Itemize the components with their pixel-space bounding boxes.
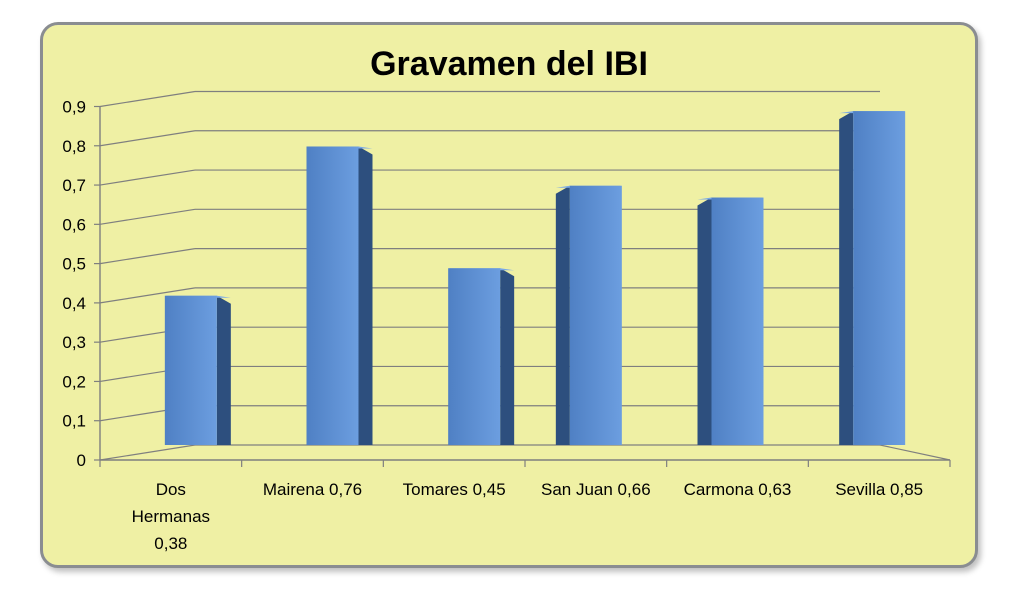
bar-front-face — [853, 111, 906, 445]
bar-front-face — [448, 268, 501, 445]
chart-title: Gravamen del IBI — [370, 45, 648, 83]
gridline-side — [99, 248, 196, 265]
bar — [306, 146, 373, 445]
category-label: Dos Hermanas 0,38 — [132, 480, 210, 553]
y-tick-label: 0 — [77, 451, 86, 470]
bar-side-face — [358, 146, 373, 445]
y-tick-label: 0,2 — [62, 372, 86, 391]
y-tick-label: 0,6 — [62, 215, 86, 234]
category-labels: Dos Hermanas 0,38 Mairena 0,76 Tomares 0,45 S… — [132, 480, 923, 553]
bar — [555, 185, 622, 445]
bar — [697, 197, 764, 445]
category-label: Tomares 0,45 — [403, 480, 506, 499]
bar-front-face — [711, 197, 764, 445]
bar-front-face — [164, 295, 217, 445]
gridline-side — [99, 287, 196, 304]
bar — [839, 111, 906, 445]
gridline-side — [99, 208, 196, 225]
y-tick-labels: 0 0,1 0,2 0,3 0,4 0,5 0,6 0,7 0,8 0,9 — [62, 98, 86, 471]
category-label: Carmona 0,63 — [684, 480, 792, 499]
bar-side-face — [216, 295, 231, 445]
y-tick-label: 0,9 — [62, 98, 86, 117]
y-tick-label: 0,3 — [62, 333, 86, 352]
y-tick-label: 0,1 — [62, 412, 86, 431]
floor-left-edge — [99, 444, 196, 461]
bar-front-face — [306, 146, 359, 445]
bar — [164, 295, 231, 445]
floor-right-edge — [879, 444, 951, 461]
bar-side-face — [500, 268, 515, 445]
y-tick-label: 0,8 — [62, 137, 86, 156]
y-tick-label: 0,5 — [62, 255, 86, 274]
y-tick-label: 0,7 — [62, 176, 86, 195]
gridline-side — [99, 130, 196, 147]
bar-side-face — [839, 111, 854, 445]
bar-side-face — [697, 197, 712, 445]
bar-side-face — [555, 185, 570, 445]
category-label: Mairena 0,76 — [263, 480, 362, 499]
gridline-side — [99, 169, 196, 186]
bar — [448, 268, 515, 445]
category-label: Sevilla 0,85 — [835, 480, 923, 499]
bars — [164, 111, 906, 445]
bar-front-face — [569, 185, 622, 445]
gridline-side — [99, 90, 196, 108]
category-label: San Juan 0,66 — [541, 480, 651, 499]
y-tick-label: 0,4 — [62, 294, 86, 313]
